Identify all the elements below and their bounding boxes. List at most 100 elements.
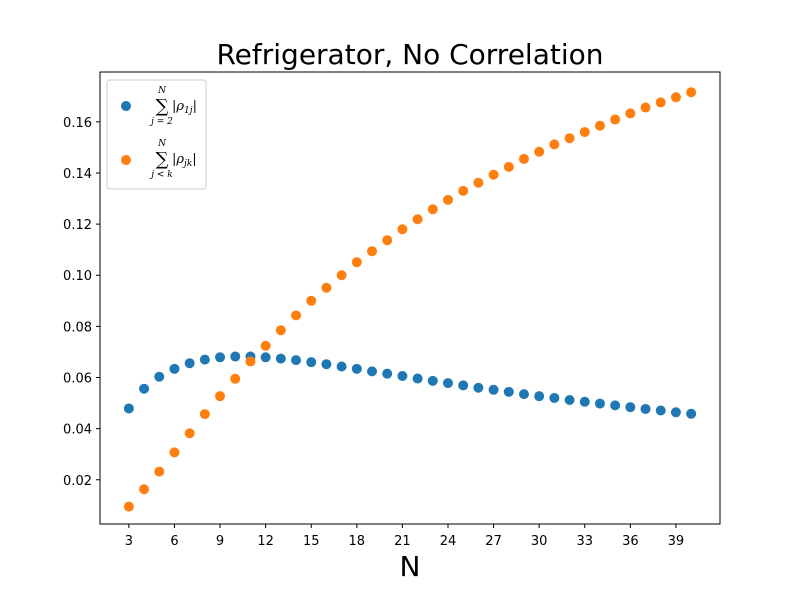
plot-area-frame: [99, 71, 721, 525]
data-point-series-1: [458, 380, 469, 391]
data-point-series-1: [564, 395, 575, 406]
y-tick-label: 0.08: [63, 320, 92, 335]
y-tick-label: 0.06: [63, 372, 92, 387]
data-point-series-1: [169, 363, 180, 374]
y-tick-label: 0.04: [63, 423, 92, 438]
data-point-series-2: [245, 356, 256, 367]
legend-2-rho: |ρ: [172, 152, 184, 167]
data-point-series-2: [518, 153, 529, 164]
data-points: [123, 87, 697, 512]
data-point-series-1: [579, 396, 590, 407]
data-point-series-2: [473, 177, 484, 188]
legend-2-sigma: ∑: [156, 149, 169, 170]
data-point-series-2: [670, 92, 681, 103]
x-tick-label: 15: [303, 534, 320, 549]
y-axis: 0.02 0.04 0.06 0.08 0.10 0.12 0.14 0.16: [63, 116, 100, 489]
data-point-series-2: [640, 102, 651, 113]
data-point-series-2: [321, 282, 332, 293]
data-point-series-2: [199, 409, 210, 420]
data-point-series-1: [184, 358, 195, 369]
legend-2-body: |ρjk|: [172, 152, 197, 169]
data-point-series-2: [275, 325, 286, 336]
data-point-series-1: [534, 391, 545, 402]
data-point-series-1: [199, 354, 210, 365]
data-point-series-2: [215, 391, 226, 402]
data-point-series-2: [412, 214, 423, 225]
data-point-series-1: [549, 392, 560, 403]
x-tick-label: 3: [125, 534, 133, 549]
data-point-series-1: [230, 351, 241, 362]
data-point-series-2: [534, 146, 545, 157]
data-point-series-1: [412, 373, 423, 384]
data-point-series-1: [154, 371, 165, 382]
x-tick-label: 30: [531, 534, 548, 549]
legend-1-sum-top: N: [157, 86, 167, 96]
data-point-series-1: [442, 378, 453, 389]
data-point-series-1: [382, 368, 393, 379]
data-point-series-1: [139, 383, 150, 394]
x-tick-label: 9: [216, 534, 224, 549]
data-point-series-2: [625, 108, 636, 119]
legend-1-subscript: 1j: [184, 106, 193, 116]
data-point-series-1: [260, 352, 271, 363]
legend-1-rho: |ρ: [172, 99, 184, 114]
data-point-series-2: [154, 466, 165, 477]
chart-title: Refrigerator, No Correlation: [216, 38, 603, 71]
data-point-series-1: [123, 403, 134, 414]
data-point-series-2: [351, 257, 362, 268]
data-point-series-2: [123, 501, 134, 512]
legend-2-sum-bottom: j < k: [149, 170, 173, 180]
data-point-series-1: [640, 403, 651, 414]
data-point-series-2: [427, 204, 438, 215]
x-tick-label: 39: [668, 534, 685, 549]
data-point-series-1: [336, 361, 347, 372]
data-point-series-2: [397, 224, 408, 235]
x-tick-label: 36: [622, 534, 639, 549]
data-point-series-2: [367, 246, 378, 257]
data-point-series-2: [579, 127, 590, 138]
data-point-series-1: [488, 384, 499, 395]
data-point-series-1: [397, 370, 408, 381]
data-point-series-2: [291, 310, 302, 321]
x-axis: 3 6 9 12 15 18 21 24 27 30 33 36 39: [125, 524, 684, 549]
x-tick-label: 6: [170, 534, 178, 549]
legend: N ∑ j = 2 |ρ1j| N ∑ j < k |ρjk|: [106, 79, 207, 190]
data-point-series-1: [610, 400, 621, 411]
x-axis-label: N: [400, 550, 421, 583]
data-point-series-1: [321, 359, 332, 370]
x-tick-label: 24: [440, 534, 457, 549]
legend-marker-2: [121, 155, 131, 165]
x-tick-label: 21: [394, 534, 411, 549]
data-point-series-2: [594, 120, 605, 131]
data-point-series-1: [351, 363, 362, 374]
y-tick-label: 0.10: [63, 269, 92, 284]
legend-1-close: |: [193, 99, 197, 114]
y-tick-label: 0.16: [63, 116, 92, 131]
data-point-series-1: [215, 352, 226, 363]
data-point-series-2: [442, 194, 453, 205]
x-tick-label: 12: [257, 534, 274, 549]
legend-entry-2: N ∑ j < k |ρjk|: [121, 139, 197, 180]
data-point-series-2: [306, 295, 317, 306]
data-point-series-2: [655, 97, 666, 108]
data-point-series-1: [518, 389, 529, 400]
data-point-series-2: [336, 270, 347, 281]
data-point-series-2: [230, 373, 241, 384]
data-point-series-1: [655, 405, 666, 416]
data-point-series-2: [382, 235, 393, 246]
data-point-series-1: [367, 366, 378, 377]
legend-2-subscript: jk: [182, 159, 192, 169]
data-point-series-2: [686, 87, 697, 98]
data-point-series-1: [306, 357, 317, 368]
data-point-series-2: [564, 133, 575, 144]
data-point-series-2: [169, 447, 180, 458]
data-point-series-1: [686, 408, 697, 419]
x-tick-label: 18: [349, 534, 366, 549]
data-point-series-2: [184, 428, 195, 439]
data-point-series-1: [594, 398, 605, 409]
data-point-series-2: [458, 185, 469, 196]
legend-1-sigma: ∑: [156, 96, 169, 117]
data-point-series-2: [549, 139, 560, 150]
legend-marker-1: [121, 101, 131, 111]
